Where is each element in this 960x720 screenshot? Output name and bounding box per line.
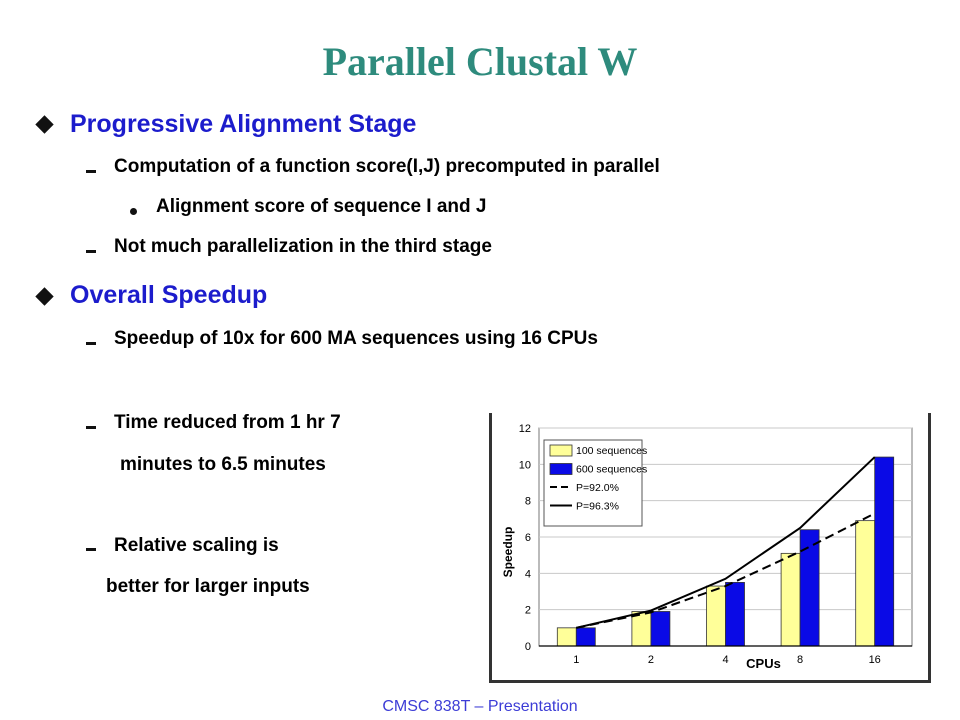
x-tick-label: 16 — [869, 654, 881, 666]
y-tick-label: 8 — [525, 496, 531, 508]
chart-bars — [556, 456, 895, 647]
x-tick-label: 2 — [648, 654, 654, 666]
dash-bullet-icon — [86, 548, 96, 551]
bullet-third-stage: Not much parallelization in the third st… — [114, 236, 492, 257]
dot-bullet-icon — [130, 208, 137, 215]
legend-label: 600 sequences — [576, 464, 647, 476]
x-tick-label: 1 — [573, 654, 579, 666]
diamond-bullet-icon — [35, 287, 54, 306]
bullet-relative-scaling-cont: better for larger inputs — [106, 576, 310, 597]
chart-legend: 100 sequences 600 sequences P=92.0% P=96.3% — [543, 439, 647, 527]
chart-lines — [576, 456, 876, 629]
bullet-score-computation: Computation of a function score(I,J) pre… — [114, 156, 660, 177]
bar-100-sequences — [855, 520, 876, 647]
section-heading-speedup: Overall Speedup — [70, 281, 268, 309]
legend-label: P=92.0% — [576, 482, 619, 494]
y-tick-label: 10 — [519, 459, 531, 471]
x-tick-label: 4 — [722, 654, 728, 666]
bar-600-sequences — [575, 627, 596, 647]
legend-swatch — [549, 444, 573, 457]
bar-600-sequences — [799, 529, 820, 647]
legend-label: P=96.3% — [576, 501, 619, 513]
y-tick-label: 4 — [525, 568, 531, 580]
bullet-time-reduced-cont: minutes to 6.5 minutes — [120, 454, 326, 475]
dash-bullet-icon — [86, 170, 96, 173]
speedup-chart-frame: 0 2 4 6 8 10 12 1 2 4 8 16 CPUs Speedup 100 sequences… — [489, 413, 931, 683]
legend-label: 100 sequences — [576, 445, 647, 457]
diamond-bullet-icon — [35, 115, 54, 134]
bullet-time-reduced: Time reduced from 1 hr 7 — [114, 412, 341, 433]
slide-title: Parallel Clustal W — [322, 39, 638, 84]
y-tick-label: 0 — [525, 641, 531, 653]
footer-text: CMSC 838T – Presentation — [382, 698, 578, 715]
bar-600-sequences — [725, 582, 745, 647]
line-P=96.3% — [576, 456, 876, 629]
line-P=92.0% — [576, 512, 876, 629]
y-tick-label: 12 — [519, 423, 531, 435]
dash-bullet-icon — [86, 250, 96, 253]
bar-600-sequences — [874, 456, 895, 647]
dash-bullet-icon — [86, 426, 96, 429]
bullet-speedup-10x: Speedup of 10x for 600 MA sequences usin… — [114, 328, 598, 349]
dash-bullet-icon — [86, 342, 96, 345]
section-heading-progressive: Progressive Alignment Stage — [70, 110, 417, 138]
bar-100-sequences — [556, 627, 577, 647]
bar-100-sequences — [706, 585, 726, 647]
legend-swatch — [549, 463, 573, 475]
bar-600-sequences — [650, 611, 671, 647]
bar-100-sequences — [780, 552, 801, 647]
y-tick-label: 2 — [525, 605, 531, 617]
y-tick-label: 6 — [525, 532, 531, 544]
x-tick-label: 8 — [797, 654, 803, 666]
x-axis-label: CPUs — [746, 656, 781, 671]
y-axis-label: Speedup — [501, 527, 515, 578]
bullet-alignment-score: Alignment score of sequence I and J — [156, 196, 487, 217]
bullet-relative-scaling: Relative scaling is — [114, 535, 279, 556]
